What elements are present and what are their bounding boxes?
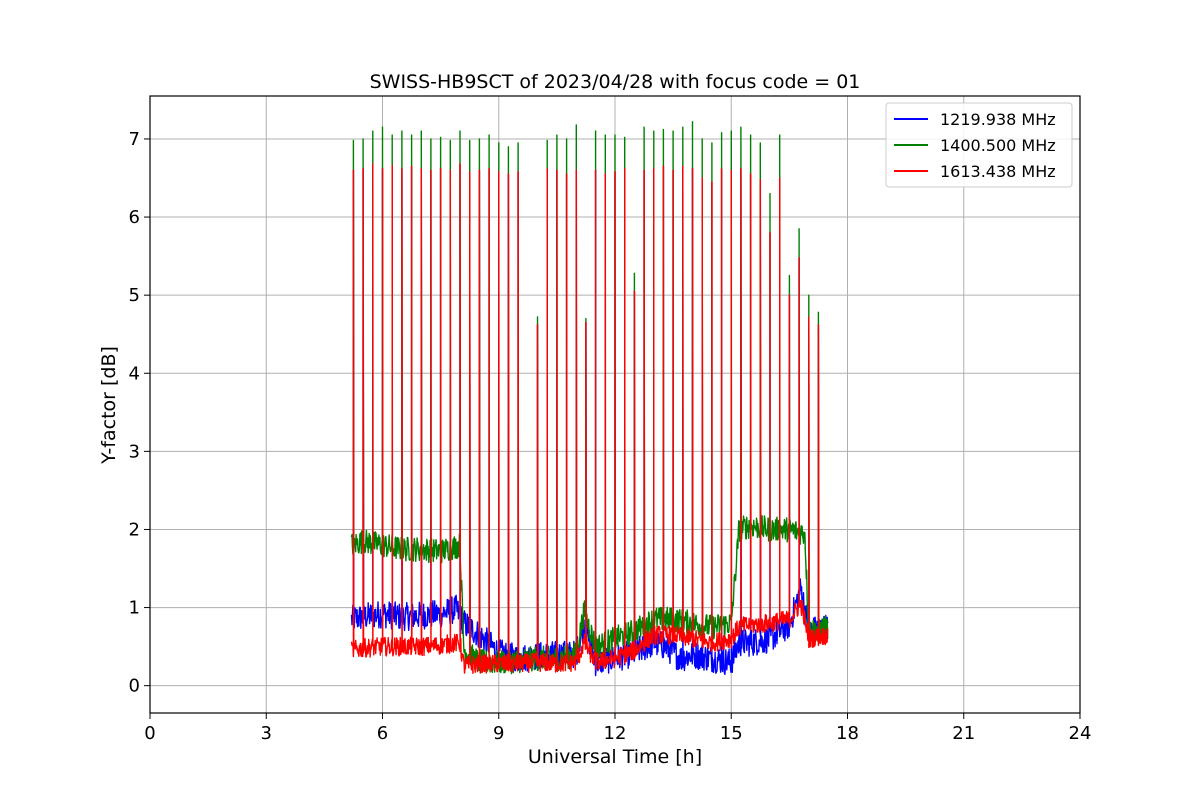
legend-label: 1613.438 MHz <box>940 162 1056 181</box>
x-tick-label: 0 <box>144 723 155 744</box>
y-tick-label: 0 <box>129 676 140 697</box>
x-tick-label: 3 <box>261 723 272 744</box>
series-line-3 <box>350 163 829 674</box>
x-tick-label: 12 <box>604 723 627 744</box>
plot-frame <box>149 95 1081 714</box>
y-tick-label: 2 <box>129 519 140 540</box>
y-tick-label: 3 <box>129 441 140 462</box>
x-tick-label: 21 <box>952 723 975 744</box>
y-tick-label: 1 <box>129 598 140 619</box>
chart-title: SWISS-HB9SCT of 2023/04/28 with focus co… <box>370 71 861 93</box>
x-tick-label: 18 <box>836 723 859 744</box>
y-tick-label: 7 <box>129 129 140 150</box>
y-tick-label: 6 <box>129 207 140 228</box>
x-tick-label: 9 <box>493 723 504 744</box>
x-axis-label: Universal Time [h] <box>528 746 702 768</box>
y-tick-label: 4 <box>129 363 140 384</box>
x-tick-label: 6 <box>377 723 388 744</box>
series-line-1 <box>350 163 829 677</box>
series-line-2 <box>350 121 829 675</box>
legend: 1219.938 MHz 1400.500 MHz 1613.438 MHz <box>885 102 1073 188</box>
legend-label: 1400.500 MHz <box>940 136 1056 155</box>
x-tick-label: 15 <box>720 723 743 744</box>
y-axis-label: Y-factor [dB] <box>98 346 120 465</box>
plot-area <box>350 121 829 677</box>
y-tick-label: 5 <box>129 285 140 306</box>
legend-label: 1219.938 MHz <box>940 110 1056 129</box>
x-tick-label: 24 <box>1069 723 1092 744</box>
legend-box <box>885 102 1073 188</box>
